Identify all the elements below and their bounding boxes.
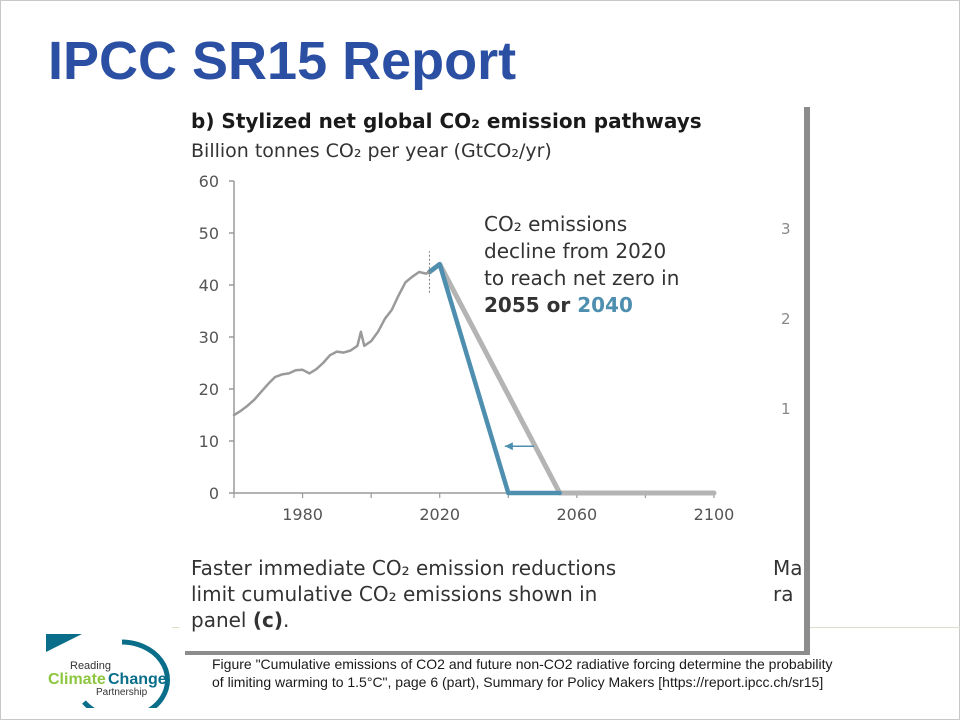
x-tick-label: 2100 bbox=[694, 505, 735, 524]
series-line-0 bbox=[232, 270, 431, 417]
footnote-line-3-prefix: panel bbox=[191, 608, 253, 632]
annotation-line-4-prefix: 2055 or bbox=[484, 293, 577, 317]
cut-off-text-1: Ma bbox=[773, 556, 803, 580]
x-tick-label: 2060 bbox=[556, 505, 597, 524]
chart-annotation: CO₂ emissions decline from 2020 to reach… bbox=[484, 212, 679, 317]
reading-climate-change-logo: Reading Climate Change Partnership bbox=[44, 632, 174, 720]
chart-title: b) Stylized net global CO₂ emission path… bbox=[191, 109, 702, 133]
x-tick-label: 1980 bbox=[282, 505, 323, 524]
emissions-chart: b) Stylized net global CO₂ emission path… bbox=[191, 109, 803, 632]
y-tick-label: 10 bbox=[199, 432, 219, 451]
caption-line-1: Figure "Cumulative emissions of CO2 and … bbox=[212, 656, 833, 672]
y-tick-label: 50 bbox=[199, 224, 219, 243]
annotation-line-1: CO₂ emissions bbox=[484, 212, 627, 236]
logo-wedge-icon bbox=[46, 634, 82, 652]
annotation-line-4-highlight: 2040 bbox=[577, 293, 633, 317]
caption-line-2: of limiting warming to 1.5°C", page 6 (p… bbox=[212, 674, 824, 690]
footnote-line-3: panel (c). bbox=[191, 608, 289, 632]
footnote-line-3-bold: (c) bbox=[253, 608, 283, 632]
logo-word-reading: Reading bbox=[70, 660, 111, 672]
logo-word-partnership: Partnership bbox=[96, 687, 148, 698]
annotation-line-4: 2055 or 2040 bbox=[484, 293, 633, 317]
footnote-line-3-suffix: . bbox=[283, 608, 289, 632]
figure-caption: Figure "Cumulative emissions of CO2 and … bbox=[212, 655, 942, 691]
cut-off-tick-2: 2 bbox=[781, 310, 791, 328]
x-tick-label: 2020 bbox=[419, 505, 460, 524]
cut-off-text-2: ra bbox=[773, 582, 793, 606]
y-tick-label: 20 bbox=[199, 380, 219, 399]
chart-ylabel: Billion tonnes CO₂ per year (GtCO₂/yr) bbox=[191, 140, 552, 162]
cut-off-tick-1: 3 bbox=[781, 220, 791, 238]
chart-series bbox=[232, 251, 717, 496]
cut-off-panel: 3 2 1 Ma ra bbox=[773, 220, 803, 606]
annotation-line-2: decline from 2020 bbox=[484, 239, 666, 263]
logo-word-change: Change bbox=[108, 671, 167, 688]
shift-arrow-head bbox=[504, 442, 513, 451]
y-tick-label: 30 bbox=[199, 328, 219, 347]
y-tick-label: 40 bbox=[199, 276, 219, 295]
footnote-line-2: limit cumulative CO₂ emissions shown in bbox=[191, 582, 597, 606]
slide-title: IPCC SR15 Report bbox=[48, 31, 517, 91]
y-tick-label: 0 bbox=[209, 484, 219, 503]
cut-off-tick-3: 1 bbox=[781, 400, 791, 418]
chart-axes: 0 10 20 30 40 50 60 1980 2020 2060 2100 bbox=[199, 172, 735, 524]
annotation-line-3: to reach net zero in bbox=[484, 266, 679, 290]
chart-footnote: Faster immediate CO₂ emission reductions… bbox=[191, 556, 616, 632]
figure-panel: b) Stylized net global CO₂ emission path… bbox=[179, 103, 804, 651]
y-tick-label: 60 bbox=[199, 172, 219, 191]
series-line-2 bbox=[427, 261, 562, 496]
footnote-line-1: Faster immediate CO₂ emission reductions bbox=[191, 556, 616, 580]
logo-word-climate: Climate bbox=[48, 671, 106, 688]
